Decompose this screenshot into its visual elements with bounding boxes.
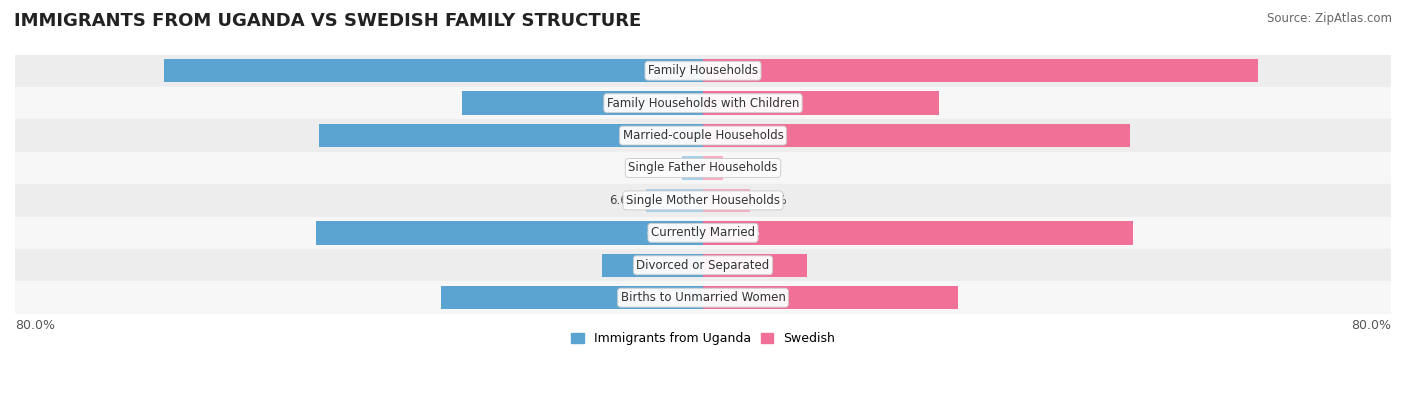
Text: 11.7%: 11.7% bbox=[647, 259, 690, 272]
Text: 6.6%: 6.6% bbox=[609, 194, 640, 207]
Text: Single Mother Households: Single Mother Households bbox=[626, 194, 780, 207]
Bar bbox=[602, 254, 703, 277]
Text: 2.3%: 2.3% bbox=[730, 162, 759, 175]
Bar bbox=[319, 124, 703, 147]
Bar bbox=[163, 59, 703, 83]
Text: Family Households with Children: Family Households with Children bbox=[607, 97, 799, 110]
Bar bbox=[15, 249, 1391, 282]
Text: 62.7%: 62.7% bbox=[647, 64, 690, 77]
Bar bbox=[316, 221, 703, 245]
Text: 2.4%: 2.4% bbox=[645, 162, 675, 175]
Bar bbox=[440, 286, 703, 309]
Text: Family Households: Family Households bbox=[648, 64, 758, 77]
Bar bbox=[703, 156, 723, 180]
Text: 44.6%: 44.6% bbox=[647, 129, 690, 142]
Bar bbox=[15, 55, 1391, 87]
Legend: Immigrants from Uganda, Swedish: Immigrants from Uganda, Swedish bbox=[567, 329, 839, 349]
Text: 12.1%: 12.1% bbox=[716, 259, 759, 272]
Bar bbox=[703, 286, 957, 309]
Text: 50.0%: 50.0% bbox=[716, 226, 759, 239]
Text: 5.5%: 5.5% bbox=[758, 194, 787, 207]
Text: Divorced or Separated: Divorced or Separated bbox=[637, 259, 769, 272]
Bar bbox=[703, 59, 1258, 83]
Text: IMMIGRANTS FROM UGANDA VS SWEDISH FAMILY STRUCTURE: IMMIGRANTS FROM UGANDA VS SWEDISH FAMILY… bbox=[14, 12, 641, 30]
Text: 30.5%: 30.5% bbox=[647, 291, 690, 304]
Text: 64.5%: 64.5% bbox=[716, 64, 759, 77]
Bar bbox=[682, 156, 703, 180]
Bar bbox=[15, 216, 1391, 249]
Bar bbox=[703, 221, 1133, 245]
Bar bbox=[15, 282, 1391, 314]
Bar bbox=[15, 87, 1391, 119]
Text: 29.6%: 29.6% bbox=[716, 291, 759, 304]
Bar bbox=[463, 92, 703, 115]
Bar bbox=[15, 119, 1391, 152]
Bar bbox=[703, 189, 751, 212]
Text: Single Father Households: Single Father Households bbox=[628, 162, 778, 175]
Text: 80.0%: 80.0% bbox=[15, 319, 55, 332]
Bar bbox=[703, 92, 939, 115]
Text: Married-couple Households: Married-couple Households bbox=[623, 129, 783, 142]
Text: 28.0%: 28.0% bbox=[647, 97, 690, 110]
Text: Births to Unmarried Women: Births to Unmarried Women bbox=[620, 291, 786, 304]
Text: Source: ZipAtlas.com: Source: ZipAtlas.com bbox=[1267, 12, 1392, 25]
Text: 27.4%: 27.4% bbox=[716, 97, 759, 110]
Text: Currently Married: Currently Married bbox=[651, 226, 755, 239]
Bar bbox=[15, 152, 1391, 184]
Bar bbox=[647, 189, 703, 212]
Bar bbox=[15, 184, 1391, 216]
Text: 45.0%: 45.0% bbox=[647, 226, 690, 239]
Text: 80.0%: 80.0% bbox=[1351, 319, 1391, 332]
Text: 49.7%: 49.7% bbox=[716, 129, 759, 142]
Bar bbox=[703, 254, 807, 277]
Bar bbox=[703, 124, 1130, 147]
